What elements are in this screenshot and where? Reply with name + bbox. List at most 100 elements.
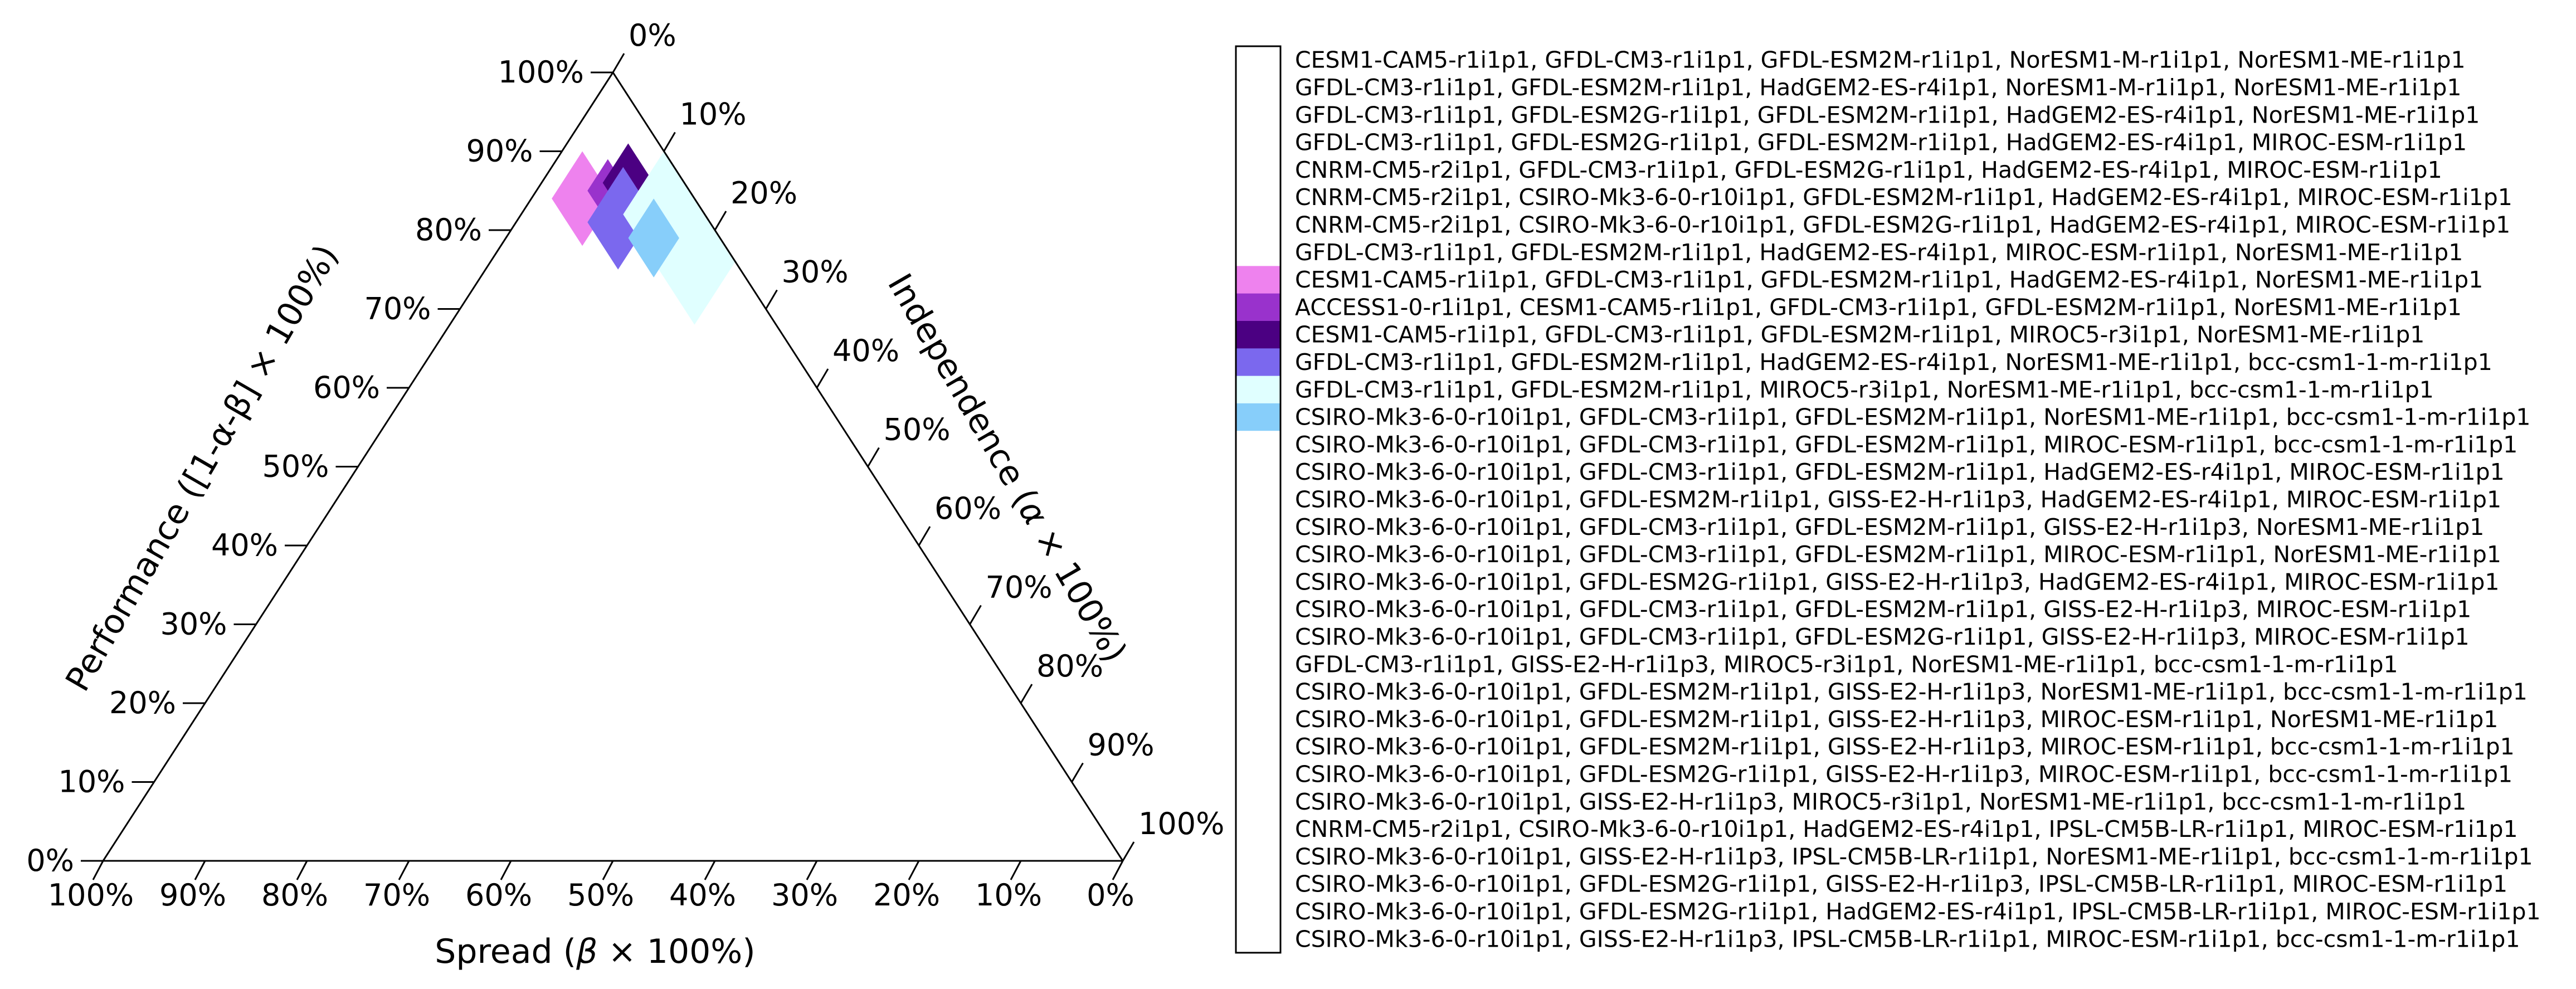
bottom-tick-mark: [194, 860, 206, 880]
legend-label: CSIRO-Mk3-6-0-r10i1p1, GFDL-CM3-r1i1p1, …: [1295, 459, 2505, 485]
legend-label: CSIRO-Mk3-6-0-r10i1p1, GFDL-CM3-r1i1p1, …: [1295, 514, 2484, 540]
region-5: [623, 151, 736, 325]
left-tick-label: 100%: [498, 55, 584, 90]
legend-label: CSIRO-Mk3-6-0-r10i1p1, GFDL-ESM2M-r1i1p1…: [1295, 486, 2501, 513]
left-tick-label: 80%: [415, 212, 482, 247]
region-6: [628, 198, 679, 277]
legend-swatch: [1236, 266, 1280, 294]
right-tick-mark: [816, 368, 829, 388]
right-tick-mark: [1020, 684, 1033, 704]
legend-swatch: [1236, 348, 1280, 377]
legend-label: CSIRO-Mk3-6-0-r10i1p1, GISS-E2-H-r1i1p3,…: [1295, 925, 2520, 952]
left-tick-label: 50%: [262, 449, 329, 484]
legend-swatch: [1236, 403, 1280, 431]
legend-swatch: [1236, 458, 1280, 486]
left-tick-label: 60%: [313, 370, 380, 405]
bottom-axis-title-prefix: Spread (: [435, 932, 576, 971]
bottom-tick-mark: [1010, 860, 1022, 880]
legend-label: CSIRO-Mk3-6-0-r10i1p1, GFDL-ESM2G-r1i1p1…: [1295, 898, 2541, 925]
bottom-tick-label: 60%: [465, 878, 532, 913]
bottom-tick-label: 90%: [159, 878, 226, 913]
legend-swatch: [1236, 211, 1280, 239]
bottom-tick-label: 100%: [48, 878, 134, 913]
bottom-tick-label: 20%: [873, 878, 940, 913]
bottom-tick-mark: [602, 860, 614, 880]
legend-swatch: [1236, 156, 1280, 184]
legend-swatch: [1236, 321, 1280, 349]
legend-swatch: [1236, 760, 1280, 788]
legend-swatch: [1236, 74, 1280, 102]
legend-label: ACCESS1-0-r1i1p1, CESM1-CAM5-r1i1p1, GFD…: [1295, 294, 2462, 320]
legend-label: CESM1-CAM5-r1i1p1, GFDL-CM3-r1i1p1, GFDL…: [1295, 266, 2483, 293]
legend-swatch: [1236, 238, 1280, 266]
legend-label: CSIRO-Mk3-6-0-r10i1p1, GFDL-ESM2G-r1i1p1…: [1295, 761, 2512, 787]
legend-label: GFDL-CM3-r1i1p1, GISS-E2-H-r1i1p3, MIROC…: [1295, 651, 2398, 678]
legend-label: CNRM-CM5-r2i1p1, CSIRO-Mk3-6-0-r10i1p1, …: [1295, 816, 2518, 842]
right-tick-label: 80%: [1036, 649, 1103, 684]
left-tick-label: 0%: [26, 843, 74, 878]
legend-label: CSIRO-Mk3-6-0-r10i1p1, GFDL-ESM2M-r1i1p1…: [1295, 733, 2515, 760]
legend-swatch: [1236, 376, 1280, 404]
legend-swatch: [1236, 733, 1280, 761]
legend-swatch: [1236, 650, 1280, 679]
left-tick-label: 20%: [109, 685, 176, 720]
legend-swatch: [1236, 431, 1280, 459]
right-tick-label: 30%: [782, 255, 849, 290]
bottom-tick-label: 30%: [771, 878, 838, 913]
right-tick-label: 50%: [884, 412, 951, 447]
bottom-tick-label: 40%: [669, 878, 736, 913]
legend-swatch: [1236, 678, 1280, 706]
bottom-tick-label: 0%: [1087, 878, 1134, 913]
legend-label: GFDL-CM3-r1i1p1, GFDL-ESM2M-r1i1p1, HadG…: [1295, 74, 2462, 101]
bottom-axis-title-symbol: β: [576, 932, 597, 971]
left-tick-label: 90%: [466, 134, 533, 169]
legend-label: CSIRO-Mk3-6-0-r10i1p1, GFDL-ESM2G-r1i1p1…: [1295, 871, 2507, 898]
right-tick-mark: [918, 526, 931, 546]
legend-label: CSIRO-Mk3-6-0-r10i1p1, GFDL-CM3-r1i1p1, …: [1295, 596, 2471, 623]
bottom-tick-label: 10%: [975, 878, 1042, 913]
legend-label: CSIRO-Mk3-6-0-r10i1p1, GISS-E2-H-r1i1p3,…: [1295, 843, 2533, 870]
bottom-tick-mark: [92, 860, 104, 880]
legend-label: CSIRO-Mk3-6-0-r10i1p1, GFDL-CM3-r1i1p1, …: [1295, 541, 2501, 568]
right-tick-mark: [1122, 841, 1135, 861]
left-tick-label: 70%: [364, 291, 431, 327]
legend-label: CNRM-CM5-r2i1p1, GFDL-CM3-r1i1p1, GFDL-E…: [1295, 157, 2442, 183]
bottom-axis-title-suffix: × 100%): [597, 932, 755, 971]
legend-label: CSIRO-Mk3-6-0-r10i1p1, GFDL-ESM2M-r1i1p1…: [1295, 706, 2498, 733]
bottom-tick-mark: [806, 860, 818, 880]
legend-label: GFDL-CM3-r1i1p1, GFDL-ESM2M-r1i1p1, HadG…: [1295, 239, 2463, 266]
left-tick-label: 30%: [160, 607, 227, 642]
legend-swatch: [1236, 485, 1280, 514]
legend-swatch: [1236, 898, 1280, 926]
right-tick-mark: [612, 53, 625, 73]
bottom-tick-mark: [500, 860, 512, 880]
bottom-axis-title: Spread (β × 100%): [435, 932, 755, 971]
right-tick-label: 20%: [731, 176, 797, 211]
bottom-tick-label: 50%: [567, 878, 634, 913]
bottom-tick-mark: [398, 860, 410, 880]
bottom-tick-label: 70%: [363, 878, 430, 913]
legend-swatch: [1236, 101, 1280, 129]
bottom-tick-label: 80%: [261, 878, 328, 913]
legend-swatch: [1236, 568, 1280, 596]
legend-label: CSIRO-Mk3-6-0-r10i1p1, GFDL-CM3-r1i1p1, …: [1295, 431, 2517, 458]
legend-colorbar-frame: [1235, 45, 1282, 954]
right-tick-label: 100%: [1138, 806, 1224, 841]
legend-label: CSIRO-Mk3-6-0-r10i1p1, GISS-E2-H-r1i1p3,…: [1295, 788, 2466, 815]
right-axis-title: Independence (α × 100%): [880, 267, 1134, 669]
legend-label: GFDL-CM3-r1i1p1, GFDL-ESM2M-r1i1p1, MIRO…: [1295, 376, 2434, 403]
legend-swatch: [1236, 540, 1280, 569]
region-layer: [552, 143, 736, 325]
legend-swatch: [1236, 513, 1280, 541]
legend-swatch: [1236, 128, 1280, 157]
bottom-tick-mark: [296, 860, 308, 880]
right-tick-mark: [1071, 762, 1084, 783]
bottom-tick-mark: [908, 860, 920, 880]
right-tick-mark: [969, 605, 982, 625]
bottom-tick-mark: [704, 860, 716, 880]
legend-swatch: [1236, 870, 1280, 898]
legend-swatch: [1236, 925, 1280, 953]
bottom-tick-mark: [1112, 860, 1124, 880]
right-tick-label: 0%: [629, 18, 676, 53]
